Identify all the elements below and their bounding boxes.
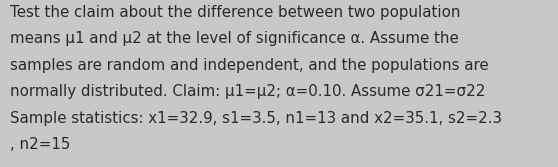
Text: Test the claim about the difference between two population: Test the claim about the difference betw… bbox=[10, 5, 460, 20]
Text: samples are random and independent, and the populations are: samples are random and independent, and … bbox=[10, 58, 489, 73]
Text: , n2=15: , n2=15 bbox=[10, 137, 70, 152]
Text: Sample statistics: x1=32.9, s1=3.5, n1=13 and x2=35.1, s2=2.3: Sample statistics: x1=32.9, s1=3.5, n1=1… bbox=[10, 111, 502, 126]
Text: normally distributed. Claim: μ1=μ2; α=0.10. Assume σ21=σ22: normally distributed. Claim: μ1=μ2; α=0.… bbox=[10, 84, 485, 99]
Text: means μ1 and μ2 at the level of significance α. Assume the: means μ1 and μ2 at the level of signific… bbox=[10, 31, 459, 46]
